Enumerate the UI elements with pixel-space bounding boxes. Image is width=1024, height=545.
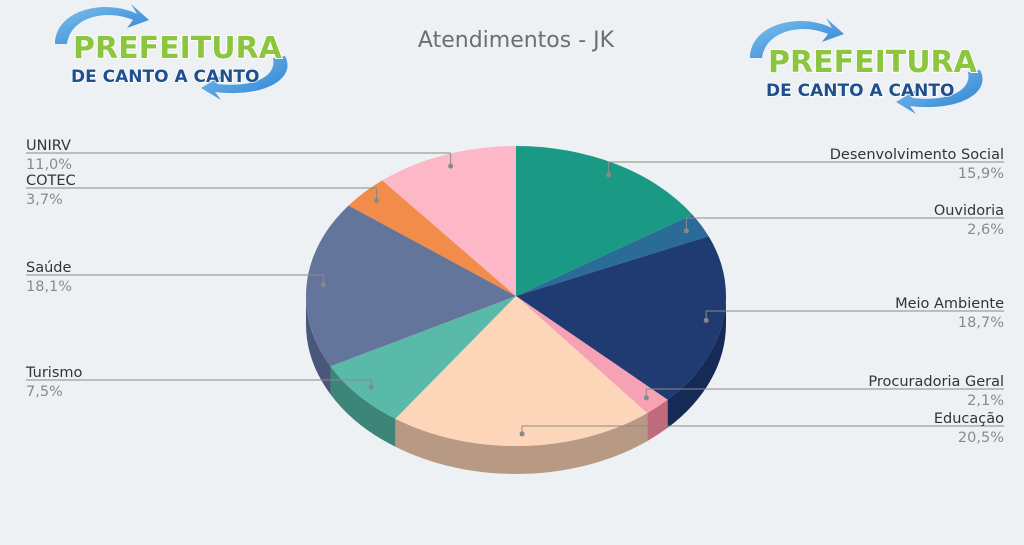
prefeitura-logo-left: PREFEITURA DE CANTO A CANTO	[55, 4, 288, 100]
pie-slice-side	[306, 296, 331, 395]
slice-percent: 20,5%	[958, 430, 1004, 446]
pie-slice	[516, 296, 668, 414]
logo-line1: PREFEITURA	[768, 45, 978, 80]
prefeitura-logo-right: PREFEITURA DE CANTO A CANTO	[750, 18, 983, 114]
pie-labels: Desenvolvimento Social 15,9% Ouvidoria 2,6%…	[25, 138, 1004, 446]
arrow-icon	[896, 70, 983, 114]
slice-percent: 15,9%	[958, 166, 1004, 182]
slice-label: UNIRV	[26, 138, 71, 154]
pie-slice-side	[395, 413, 648, 475]
pie-slice	[395, 296, 648, 447]
pie-slice	[348, 180, 516, 296]
logo-line2: DE CANTO A CANTO	[766, 81, 954, 101]
logo-line2: DE CANTO A CANTO	[71, 67, 259, 87]
pie-tops	[306, 146, 726, 447]
slice-label: Ouvidoria	[934, 203, 1004, 219]
slice-label: Educação	[934, 411, 1004, 427]
slice-label: Procuradoria Geral	[868, 374, 1004, 390]
pie-slice-side	[647, 399, 668, 442]
slice-percent: 18,7%	[958, 315, 1004, 331]
pie-sides	[306, 296, 726, 475]
slice-label: Meio Ambiente	[895, 296, 1004, 312]
slice-percent: 11,0%	[26, 157, 72, 173]
pie-slice-side	[667, 296, 726, 428]
pie-slice	[330, 296, 516, 419]
slice-label: Turismo	[25, 365, 83, 381]
slice-percent: 7,5%	[26, 384, 63, 400]
arrow-icon	[55, 4, 149, 44]
logo-line1: PREFEITURA	[73, 31, 283, 66]
pie-slice	[516, 214, 709, 296]
pie-slice	[516, 236, 726, 400]
chart-title: Atendimentos - JK	[418, 28, 615, 53]
slice-label: Saúde	[26, 260, 71, 276]
slice-percent: 18,1%	[26, 279, 72, 295]
arrow-icon	[201, 56, 288, 100]
slice-label: Desenvolvimento Social	[830, 147, 1004, 163]
pie-slice	[382, 146, 516, 296]
pie-slice-side	[330, 366, 396, 447]
slice-percent: 2,6%	[967, 222, 1004, 238]
pie-slice	[516, 146, 693, 296]
pie-slice	[306, 205, 516, 367]
slice-percent: 2,1%	[967, 393, 1004, 409]
slice-percent: 3,7%	[26, 192, 63, 208]
arrow-icon	[750, 18, 844, 58]
slice-label: COTEC	[26, 173, 76, 189]
